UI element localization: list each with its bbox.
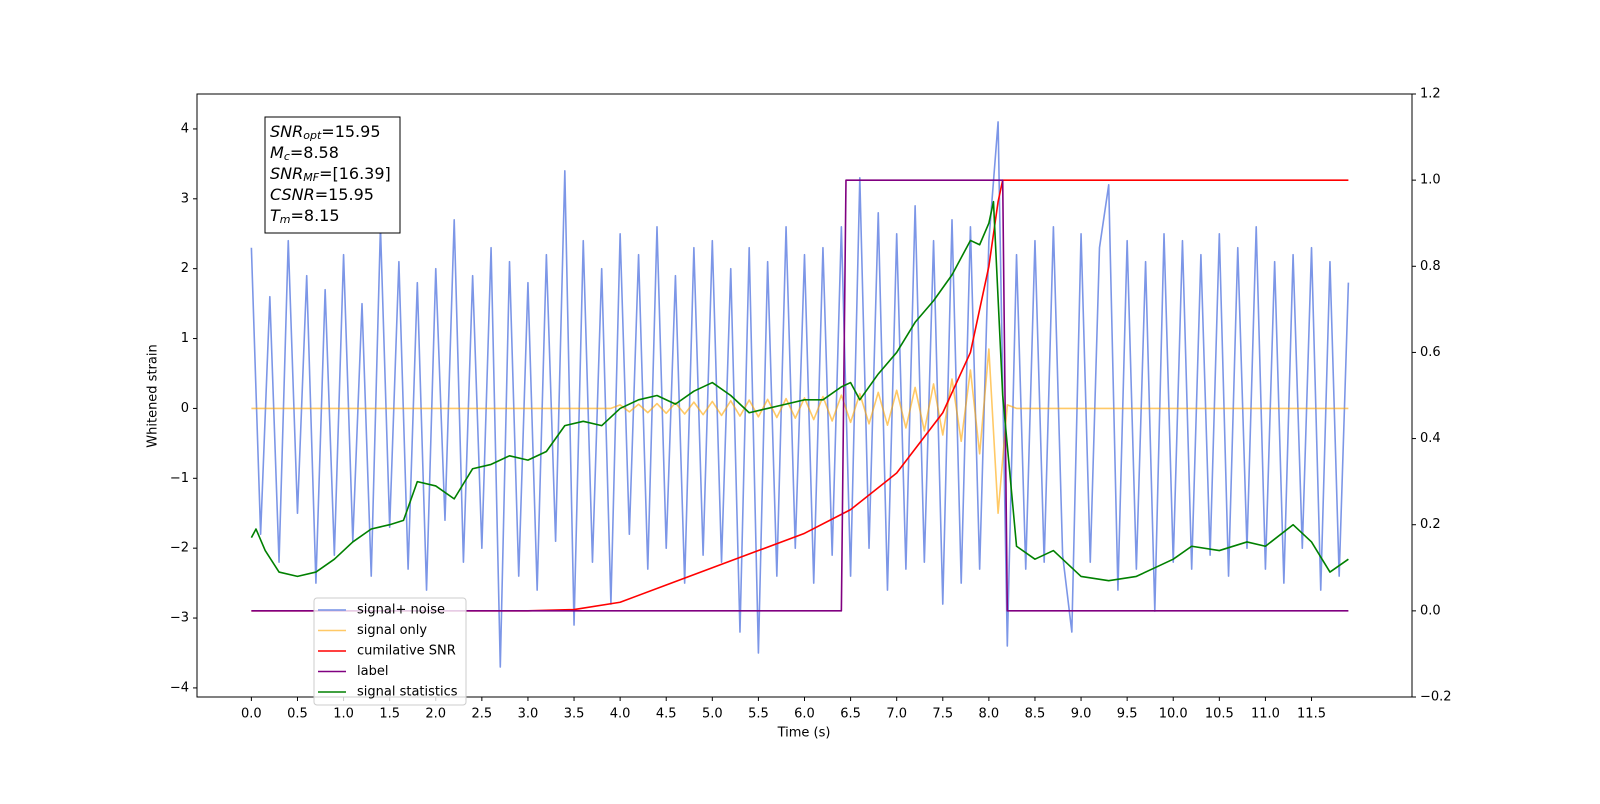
y2-tick-label: 0.8 <box>1420 259 1441 274</box>
legend-label: cumilative SNR <box>357 644 456 659</box>
legend-label: signal+ noise <box>357 603 445 618</box>
annotation-symbol: M <box>270 143 284 162</box>
x-tick-label: 11.5 <box>1297 707 1326 722</box>
annotation-value: =[16.39] <box>319 164 391 183</box>
y2-tick-label: 0.6 <box>1420 345 1441 360</box>
y-tick-label: 1 <box>181 331 189 346</box>
x-tick-label: 8.0 <box>979 707 1000 722</box>
annotation-subscript: opt <box>303 129 322 142</box>
x-tick-label: 5.0 <box>702 707 723 722</box>
annotation-symbol: CSNR <box>270 185 315 204</box>
x-tick-label: 4.5 <box>656 707 677 722</box>
annotation-line: Mc=8.58 <box>270 143 339 164</box>
y-tick-label: −4 <box>170 680 189 695</box>
legend-label: label <box>357 664 388 679</box>
x-tick-label: 7.0 <box>886 707 907 722</box>
x-tick-label: 6.5 <box>840 707 861 722</box>
x-tick-label: 0.5 <box>287 707 308 722</box>
y-axis-label: Whitened strain <box>146 344 161 447</box>
annotation-line: SNRopt=15.95 <box>270 122 381 143</box>
annotation-box <box>264 116 401 234</box>
x-tick-label: 7.5 <box>932 707 953 722</box>
x-tick-label: 2.0 <box>425 707 446 722</box>
x-tick-label: 2.5 <box>472 707 493 722</box>
annotation-subscript: m <box>280 213 291 226</box>
annotation-subscript: MF <box>303 171 319 184</box>
y-tick-label: −3 <box>170 611 189 626</box>
y-tick-label: −2 <box>170 541 189 556</box>
annotation-line: Tm=8.15 <box>270 206 340 227</box>
y2-tick-label: 1.0 <box>1420 173 1441 188</box>
legend-label: signal only <box>357 623 427 638</box>
legend-label: signal statistics <box>357 685 458 700</box>
x-tick-label: 0.0 <box>241 707 262 722</box>
plot-frame <box>196 93 1413 698</box>
y-tick-label: −1 <box>170 471 189 486</box>
y-tick-label: 3 <box>181 191 189 206</box>
annotation-value: =15.95 <box>315 185 374 204</box>
x-tick-label: 9.0 <box>1071 707 1092 722</box>
annotation-symbol: SNR <box>270 164 303 183</box>
annotation-symbol: SNR <box>270 122 303 141</box>
y-tick-label: 2 <box>181 261 189 276</box>
x-tick-label: 1.0 <box>333 707 354 722</box>
y2-tick-label: 0.2 <box>1420 517 1441 532</box>
annotation-subscript: c <box>284 150 290 163</box>
annotation-line: CSNR=15.95 <box>270 185 374 204</box>
y2-tick-label: −0.2 <box>1420 690 1452 705</box>
series-line <box>251 348 1349 515</box>
x-axis-label: Time (s) <box>777 726 831 741</box>
x-tick-label: 3.0 <box>518 707 539 722</box>
x-tick-label: 10.5 <box>1205 707 1234 722</box>
y2-tick-label: 0.4 <box>1420 431 1441 446</box>
annotation-value: =15.95 <box>321 122 380 141</box>
annotation-value: =8.58 <box>290 143 339 162</box>
legend: signal+ noise signal only cumilative SNR la… <box>313 597 467 706</box>
x-tick-label: 8.5 <box>1025 707 1046 722</box>
x-tick-label: 5.5 <box>748 707 769 722</box>
x-tick-label: 6.0 <box>794 707 815 722</box>
x-tick-label: 9.5 <box>1117 707 1138 722</box>
x-tick-label: 3.5 <box>564 707 585 722</box>
legend-box <box>313 597 467 706</box>
series-line <box>250 200 1349 582</box>
annotation-line: SNRMF=[16.39] <box>270 164 391 185</box>
series-line <box>251 179 1349 612</box>
x-tick-label: 4.0 <box>610 707 631 722</box>
annotation-symbol: T <box>270 206 281 225</box>
x-tick-label: 1.5 <box>379 707 400 722</box>
y2-tick-label: 1.2 <box>1420 87 1441 102</box>
y-tick-label: 0 <box>181 401 189 416</box>
y-tick-label: 4 <box>181 121 189 136</box>
x-tick-label: 11.0 <box>1251 707 1280 722</box>
annotation-value: =8.15 <box>291 206 340 225</box>
x-tick-label: 10.0 <box>1159 707 1188 722</box>
y2-tick-label: 0.0 <box>1420 603 1441 618</box>
annotation: SNRopt=15.95Mc=8.58SNRMF=[16.39]CSNR=15.… <box>264 116 401 234</box>
